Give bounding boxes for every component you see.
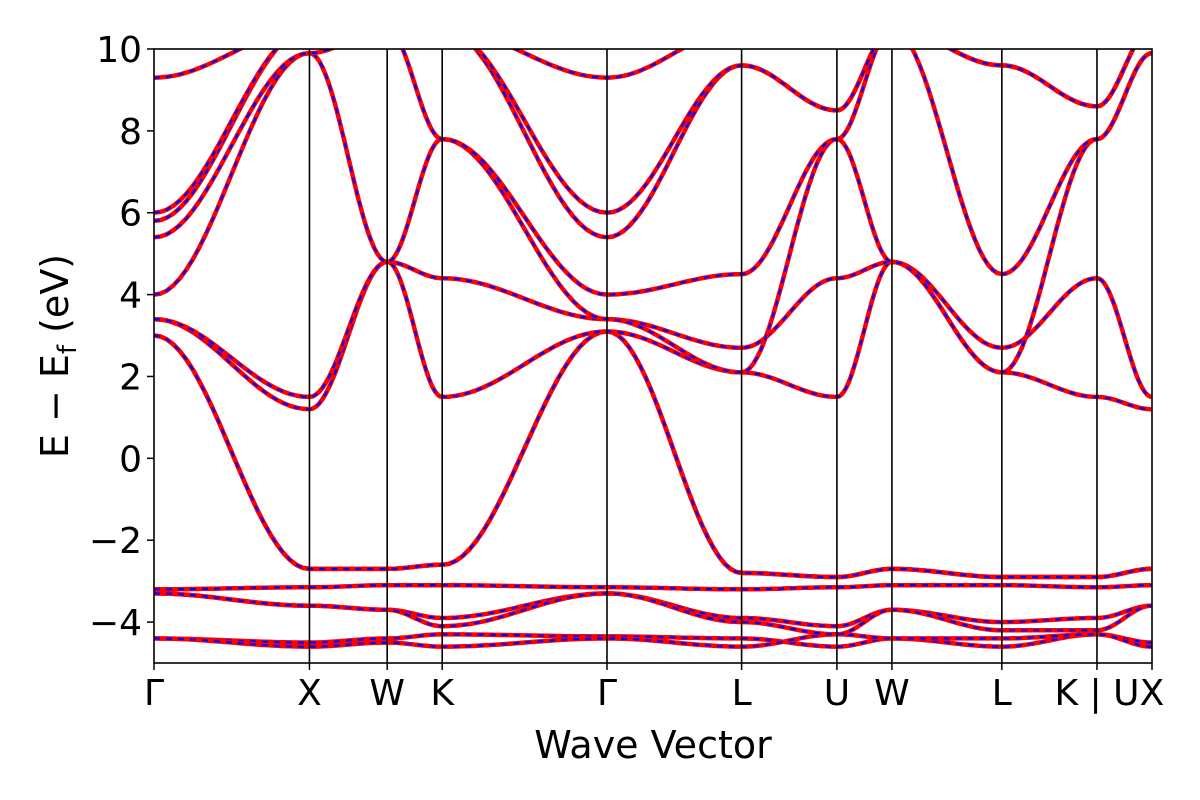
x-tick-label-8: L — [992, 673, 1012, 714]
y-tick-label-1: −2 — [89, 521, 142, 562]
y-tick-label-5: 6 — [119, 194, 142, 235]
x-tick-label-6: U — [824, 673, 850, 714]
y-tick-label-2: 0 — [119, 439, 142, 480]
x-tick-label-7: W — [874, 673, 910, 714]
y-axis-label-subscript: f — [53, 344, 83, 354]
y-tick-label-0: −4 — [89, 603, 142, 644]
plot-frame — [153, 48, 1153, 664]
y-tick-label-4: 4 — [119, 276, 142, 317]
y-axis-label-main: E − E — [33, 354, 77, 458]
x-tick-label-4: Γ — [597, 673, 617, 714]
y-tick-label-3: 2 — [119, 357, 142, 398]
band-line-dashed-8 — [154, 260, 1152, 399]
x-tick-label-10: X — [1140, 673, 1165, 714]
x-tick-label-5: L — [732, 673, 752, 714]
kpoint-lines-group — [308, 49, 1098, 663]
x-axis-label: Wave Vector — [534, 723, 772, 767]
x-tick-label-9: K | U — [1054, 673, 1139, 714]
x-tick-label-3: K — [430, 673, 455, 714]
band-line-dashed-0 — [154, 584, 1152, 591]
band-line-dashed-4 — [154, 592, 1152, 636]
x-tick-label-0: Γ — [144, 673, 164, 714]
y-axis-label: E − Ef (eV) — [33, 254, 83, 458]
y-tick-label-7: 10 — [96, 30, 142, 71]
y-axis-ticks: −4 −2 0 2 4 6 8 10 — [89, 30, 154, 644]
y-axis-label-unit: (eV) — [33, 254, 77, 345]
y-tick-label-6: 8 — [119, 112, 142, 153]
band-line-dashed-6 — [154, 330, 1152, 579]
x-tick-label-2: W — [369, 673, 405, 714]
x-tick-label-1: X — [297, 673, 322, 714]
